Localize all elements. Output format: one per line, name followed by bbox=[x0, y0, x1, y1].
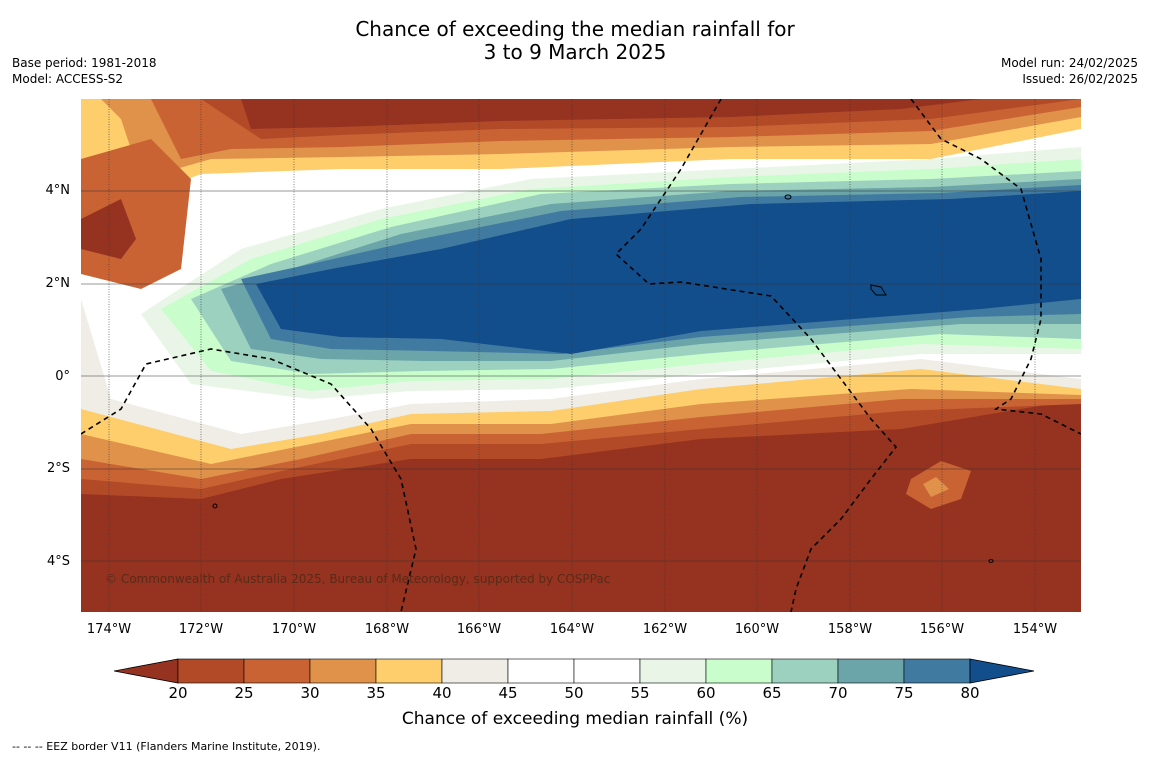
lat-label-4n: 4°N bbox=[45, 183, 71, 198]
north-dry-20 bbox=[241, 99, 981, 129]
graticule bbox=[108, 99, 1036, 612]
colorbar-tick-label: 80 bbox=[960, 684, 980, 702]
lat-label-4s: 4°S bbox=[46, 554, 70, 569]
lon-label-170w: 170°W bbox=[271, 622, 317, 637]
west-dry-core bbox=[81, 199, 136, 259]
base-period: Base period: 1981-2018 bbox=[12, 56, 157, 70]
colorbar-tick-label: 55 bbox=[630, 684, 650, 702]
colorbar-segment bbox=[375, 658, 443, 684]
meta-left: Base period: 1981-2018 Model: ACCESS-S2 bbox=[12, 55, 157, 87]
model-name: Model: ACCESS-S2 bbox=[12, 72, 124, 86]
copyright-notice: © Commonwealth of Australia 2025, Bureau… bbox=[105, 572, 611, 586]
colorbar-segment bbox=[243, 658, 311, 684]
latitude-lines bbox=[81, 190, 1081, 562]
south-east-bump-core bbox=[923, 477, 949, 497]
map-title: Chance of exceeding the median rainfall … bbox=[0, 18, 1150, 64]
issued-date: Issued: 26/02/2025 bbox=[1022, 72, 1138, 86]
lon-label-156w: 156°W bbox=[919, 622, 965, 637]
colorbar-segment bbox=[441, 658, 509, 684]
colorbar-segment bbox=[771, 658, 839, 684]
rainfall-map-svg bbox=[81, 99, 1081, 612]
colorbar-tick-label: 70 bbox=[828, 684, 848, 702]
lon-label-168w: 168°W bbox=[364, 622, 410, 637]
colorbar-segment bbox=[705, 658, 773, 684]
lon-label-158w: 158°W bbox=[827, 622, 873, 637]
colorbar-tick-label: 60 bbox=[696, 684, 716, 702]
colorbar-tick-label: 75 bbox=[894, 684, 914, 702]
colorbar-tick-label: 25 bbox=[234, 684, 254, 702]
colorbar-segment bbox=[309, 658, 377, 684]
colorbar-segment bbox=[573, 658, 641, 684]
colorbar-tick-label: 50 bbox=[564, 684, 584, 702]
islands bbox=[212, 194, 994, 563]
colorbar-tick-label: 35 bbox=[366, 684, 386, 702]
lon-label-160w: 160°W bbox=[734, 622, 780, 637]
rainfall-map bbox=[81, 99, 1081, 612]
lon-label-174w: 174°W bbox=[86, 622, 132, 637]
colorbar-segment bbox=[177, 658, 245, 684]
lon-label-164w: 164°W bbox=[549, 622, 595, 637]
colorbar-tick-label: 30 bbox=[300, 684, 320, 702]
colorbar-tick-label: 65 bbox=[762, 684, 782, 702]
colorbar-segment bbox=[903, 658, 971, 684]
lon-label-154w: 154°W bbox=[1012, 622, 1058, 637]
colorbar-segment bbox=[639, 658, 707, 684]
colorbar bbox=[114, 658, 1035, 684]
map-title-line1: Chance of exceeding the median rainfall … bbox=[355, 17, 795, 41]
lat-label-2n: 2°N bbox=[45, 276, 71, 291]
colorbar-tick-label: 20 bbox=[168, 684, 188, 702]
colorbar-segment bbox=[507, 658, 575, 684]
band-80 bbox=[256, 191, 1081, 354]
lon-label-172w: 172°W bbox=[178, 622, 224, 637]
lat-label-0: 0° bbox=[55, 369, 70, 384]
map-title-line2: 3 to 9 March 2025 bbox=[483, 40, 667, 64]
lon-label-162w: 162°W bbox=[642, 622, 688, 637]
lon-label-166w: 166°W bbox=[456, 622, 502, 637]
model-run: Model run: 24/02/2025 bbox=[1000, 56, 1138, 70]
colorbar-arrow-high bbox=[969, 658, 1035, 684]
colorbar-arrow-low bbox=[114, 658, 179, 684]
colorbar-tick-label: 45 bbox=[498, 684, 518, 702]
colorbar-tick-label: 40 bbox=[432, 684, 452, 702]
colorbar-title: Chance of exceeding median rainfall (%) bbox=[401, 709, 749, 729]
colorbar-segment bbox=[837, 658, 905, 684]
eez-footnote: -- -- -- EEZ border V11 (Flanders Marine… bbox=[12, 740, 321, 753]
eez-border bbox=[81, 99, 1081, 612]
meta-right: Model run: 24/02/2025 Issued: 26/02/2025 bbox=[1001, 55, 1138, 87]
lat-label-2s: 2°S bbox=[46, 461, 70, 476]
